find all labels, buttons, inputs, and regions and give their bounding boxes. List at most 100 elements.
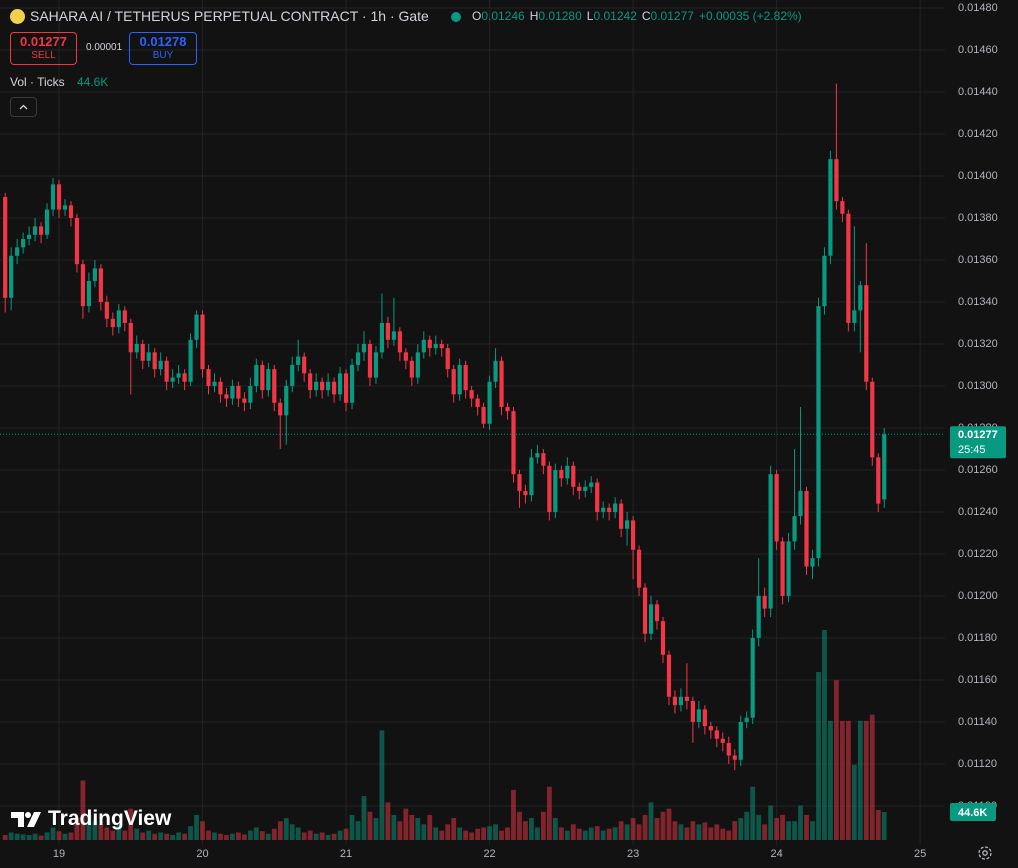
volume-bar (839, 720, 845, 840)
candle-body (98, 268, 103, 302)
ohlc-value: 0.01246 (481, 9, 525, 23)
collapse-button[interactable] (10, 97, 37, 117)
volume-bar (331, 833, 337, 840)
volume-bar (618, 821, 624, 840)
volume-bar (92, 821, 98, 840)
sell-button[interactable]: 0.01277 SELL (10, 32, 77, 65)
candle-body (786, 541, 791, 596)
candle-body (445, 348, 450, 370)
volume-bar (612, 827, 618, 840)
volume-bar (224, 834, 229, 840)
candle-body (774, 474, 779, 542)
volume-bar (110, 830, 116, 840)
volume-bar (433, 827, 439, 840)
candle-body (385, 322, 391, 340)
candle-body (870, 381, 875, 458)
volume-bar (2, 834, 8, 840)
volume-bar (367, 811, 373, 840)
candle-body (80, 264, 86, 307)
candle-body (415, 352, 420, 378)
candle-body (349, 364, 355, 403)
candle-body (541, 453, 546, 466)
candle-body (852, 310, 857, 323)
volume-bar (798, 805, 803, 840)
candle-body (260, 364, 265, 391)
volume-bar (343, 828, 349, 840)
volume-bar (881, 812, 887, 840)
y-tick-label: 0.01460 (958, 44, 998, 56)
candle-body (320, 381, 325, 391)
candle-body (720, 738, 725, 743)
volume-bar (307, 830, 313, 840)
volume-bar (158, 832, 164, 840)
settings-button[interactable] (976, 844, 994, 862)
candle-body (654, 604, 660, 622)
volume-bar (475, 828, 481, 840)
y-tick-label: 0.01360 (958, 254, 998, 266)
volume-bar (200, 821, 205, 840)
buy-button[interactable]: 0.01278 BUY (129, 32, 197, 65)
volume-bar (253, 827, 259, 840)
volume-bar (397, 821, 403, 840)
y-tick-label: 0.01180 (958, 632, 997, 644)
volume-bar (762, 824, 768, 840)
candle-body (27, 234, 32, 239)
volume-bar (582, 830, 588, 840)
y-tick-label: 0.01240 (958, 506, 998, 518)
candle-body (397, 331, 402, 353)
ohlc-value: 0.01280 (538, 9, 582, 23)
candle-body (403, 352, 408, 361)
volume-bar (176, 832, 182, 840)
candle-body (218, 381, 223, 395)
candle-body (625, 520, 630, 529)
x-tick-label: 21 (340, 848, 352, 860)
status-dot (451, 12, 461, 22)
candle-body (409, 360, 414, 378)
y-tick-label: 0.01160 (958, 674, 997, 686)
volume-legend-value: 44.6K (77, 75, 109, 89)
symbol-logo (10, 9, 25, 24)
volume-bar (828, 720, 833, 840)
volume-bar (624, 824, 630, 840)
y-tick-label: 0.01400 (958, 170, 998, 182)
volume-bar (654, 818, 660, 840)
candle-body (170, 377, 175, 382)
candle-body (553, 469, 558, 512)
volume-bar (182, 833, 187, 840)
candle-body (589, 482, 594, 487)
volume-bar (702, 822, 708, 840)
volume-bar (451, 818, 457, 840)
ohlc-key: O (472, 9, 482, 23)
candle-body (565, 465, 570, 479)
candle-body (152, 352, 157, 370)
volume-bar (134, 828, 140, 840)
candle-body (236, 385, 241, 399)
y-tick-label: 0.01120 (958, 758, 997, 770)
volume-bar (481, 827, 486, 840)
candle-body (571, 465, 576, 487)
candle-body (343, 373, 349, 403)
candle-body (846, 213, 851, 323)
candle-body (511, 411, 516, 475)
volume-bar (469, 832, 475, 840)
volume-bar (385, 802, 391, 840)
candle-body (278, 402, 283, 416)
y-tick-label: 0.01420 (958, 128, 998, 140)
volume-bar (684, 827, 690, 840)
candle-body (110, 318, 115, 328)
x-tick-label: 25 (914, 848, 926, 860)
candle-body (595, 482, 600, 512)
candle-body (708, 726, 713, 731)
volume-bar (116, 824, 122, 840)
candle-body (212, 381, 217, 386)
candle-body (690, 700, 695, 722)
volume-bar (869, 714, 875, 840)
volume-bar (588, 827, 594, 840)
candle-body (296, 356, 301, 365)
y-tick-label: 0.01220 (958, 548, 998, 560)
volume-bar (32, 833, 38, 840)
candle-body (469, 390, 474, 399)
candle-body (613, 503, 618, 512)
volume-bar (236, 832, 241, 840)
volume-bar (792, 821, 797, 840)
